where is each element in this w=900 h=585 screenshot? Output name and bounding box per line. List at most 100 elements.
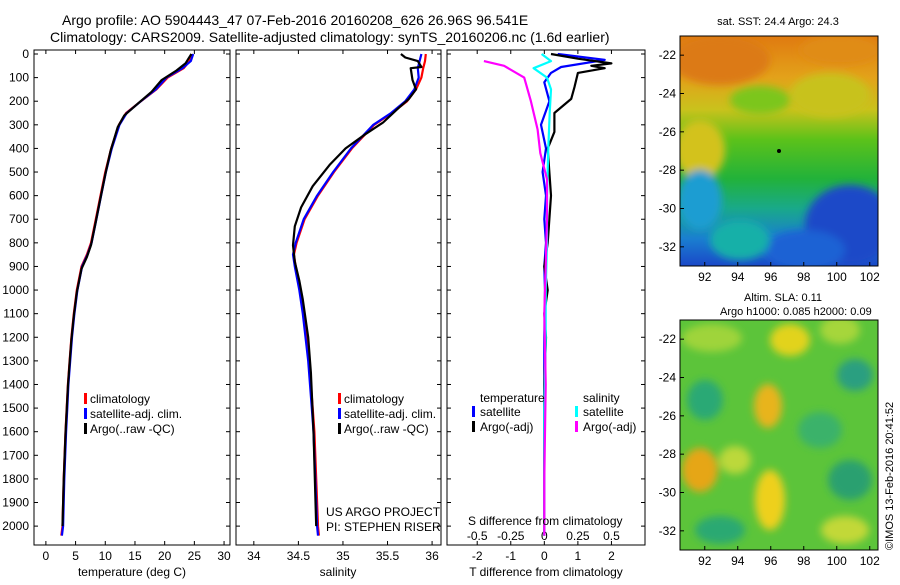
depth-tick-label: 1500 xyxy=(2,401,29,415)
s-tick-label: 0 xyxy=(541,529,548,543)
legend-swatch-satellite xyxy=(338,408,341,419)
series-line-argo-raw-qc- xyxy=(291,53,423,527)
map-y-tick-label: -32 xyxy=(659,524,677,538)
sst-map-frame xyxy=(679,35,879,267)
series-line-satellite-adj-clim- xyxy=(291,53,423,536)
map-x-tick-label: 102 xyxy=(860,554,880,568)
map-x-tick-label: 98 xyxy=(797,554,811,568)
depth-tick-label: 1300 xyxy=(2,354,29,368)
depth-tick-label: 700 xyxy=(9,212,29,226)
sst-axes: 92 94 96 98 100 102 -22 -24 -26 -28 -30 -32 xyxy=(659,48,880,284)
x-tick-label: 34 xyxy=(247,549,261,563)
legend-swatch-temp-satellite xyxy=(472,406,475,417)
map-x-tick-label: 92 xyxy=(698,270,712,284)
depth-tick-label: 100 xyxy=(9,71,29,85)
legend-label-climatology: climatology xyxy=(90,392,150,406)
legend-swatch-sal-argo xyxy=(575,421,578,432)
depth-tick-label: 200 xyxy=(9,94,29,108)
salinity-profile-plot: 34 34.5 35 35.5 36 xyxy=(247,50,439,563)
depth-tick-label: 1400 xyxy=(2,377,29,391)
legend-swatch-climatology xyxy=(338,393,341,404)
map-y-tick-label: -28 xyxy=(659,163,677,177)
series-line-salinity-argo-adj- xyxy=(483,60,549,536)
argo-position-marker xyxy=(777,149,781,153)
t-difference-axis-label: T difference from climatology xyxy=(469,565,623,579)
x-tick-label: 35 xyxy=(336,549,350,563)
map-y-tick-label: -24 xyxy=(659,371,677,385)
depth-tick-label: 600 xyxy=(9,189,29,203)
x-tick-label: 15 xyxy=(128,549,142,563)
x-tick-label: 35.5 xyxy=(376,549,400,563)
salinity-panel-frame xyxy=(235,49,442,546)
salinity-axis-label: salinity xyxy=(320,565,357,579)
x-tick-label: 25 xyxy=(188,549,202,563)
map-x-tick-label: 100 xyxy=(827,270,847,284)
depth-tick-label: 800 xyxy=(9,236,29,250)
legend-label-argo: Argo(..raw -QC) xyxy=(344,422,429,436)
depth-tick-label: 1100 xyxy=(3,307,29,321)
map-y-tick-label: -32 xyxy=(659,240,677,254)
depth-tick-label: 2000 xyxy=(2,519,29,533)
map-x-tick-label: 92 xyxy=(698,554,712,568)
temperature-axis-label: temperature (deg C) xyxy=(78,565,186,579)
depth-tick-label: 400 xyxy=(9,141,29,155)
depth-tick-label: 500 xyxy=(9,165,29,179)
x-tick-label: -1 xyxy=(505,549,516,563)
x-tick-label: 20 xyxy=(158,549,172,563)
x-tick-label: 30 xyxy=(217,549,231,563)
depth-tick-label: 1700 xyxy=(2,448,29,462)
legend-swatch-satellite xyxy=(84,408,87,419)
map-x-tick-label: 96 xyxy=(764,554,778,568)
pi-label: PI: STEPHEN RISER xyxy=(326,520,441,534)
x-tick-label: 36 xyxy=(425,549,439,563)
map-x-tick-label: 102 xyxy=(860,270,880,284)
legend-group-temperature: temperature xyxy=(480,391,545,405)
map-y-tick-label: -24 xyxy=(659,87,677,101)
map-y-tick-label: -22 xyxy=(659,332,677,346)
depth-tick-label: 1200 xyxy=(2,330,29,344)
x-tick-label: 5 xyxy=(72,549,79,563)
map-y-tick-label: -26 xyxy=(659,125,677,139)
x-tick-label: 10 xyxy=(99,549,113,563)
depth-axis: 0 100 200 300 400 500 600 700 800 900 1000 1100 1200… xyxy=(2,47,645,533)
x-tick-label: -2 xyxy=(472,549,483,563)
legend-label-sal-argo: Argo(-adj) xyxy=(583,420,636,434)
sla-map-frame xyxy=(679,319,879,551)
depth-tick-label: 1900 xyxy=(2,496,29,510)
legend-label-sal-satellite: satellite xyxy=(583,405,624,419)
salinity-legend: climatology satellite-adj. clim. Argo(..… xyxy=(338,392,436,436)
depth-tick-label: 1600 xyxy=(2,425,29,439)
s-tick-label: -0.5 xyxy=(467,529,488,543)
map-y-tick-label: -30 xyxy=(659,486,677,500)
depth-tick-label: 900 xyxy=(9,259,29,273)
map-y-tick-label: -30 xyxy=(659,202,677,216)
temperature-panel-frame xyxy=(33,49,231,546)
difference-legend: temperature salinity satellite Argo(-adj… xyxy=(472,391,636,434)
map-x-tick-label: 94 xyxy=(731,554,745,568)
imos-stamp: ©IMOS 13-Feb-2016 20:41:52 xyxy=(884,402,896,550)
series-line-temperature-satellite xyxy=(539,52,606,536)
header-line-1: Argo profile: AO 5904443_47 07-Feb-2016 … xyxy=(62,12,528,28)
map-y-tick-label: -22 xyxy=(659,48,677,62)
s-difference-label: S difference from climatology xyxy=(468,514,623,528)
sla-subtitle: Argo h1000: 0.085 h2000: 0.09 xyxy=(720,306,872,318)
series-line-temperature-argo-adj- xyxy=(543,52,613,536)
series-line-climatology xyxy=(60,53,193,536)
depth-tick-label: 1800 xyxy=(2,472,29,486)
depth-tick-label: 300 xyxy=(9,118,29,132)
sst-map xyxy=(680,36,878,266)
legend-group-salinity: salinity xyxy=(583,391,620,405)
x-tick-label: 1 xyxy=(575,549,582,563)
s-tick-label: 0.5 xyxy=(603,529,620,543)
sla-axes: 92 94 96 98 100 102 -22 -24 -26 -28 -30 -32 xyxy=(659,332,880,568)
x-tick-label: 34.5 xyxy=(287,549,311,563)
legend-label-temp-argo: Argo(-adj) xyxy=(480,420,533,434)
series-line-argo-raw-qc- xyxy=(61,53,193,527)
depth-tick-label: 0 xyxy=(22,47,29,61)
map-x-tick-label: 98 xyxy=(797,270,811,284)
map-x-tick-label: 94 xyxy=(731,270,745,284)
legend-swatch-argo xyxy=(338,423,341,434)
s-tick-label: 0.25 xyxy=(566,529,590,543)
sst-title: sat. SST: 24.4 Argo: 24.3 xyxy=(717,16,839,28)
